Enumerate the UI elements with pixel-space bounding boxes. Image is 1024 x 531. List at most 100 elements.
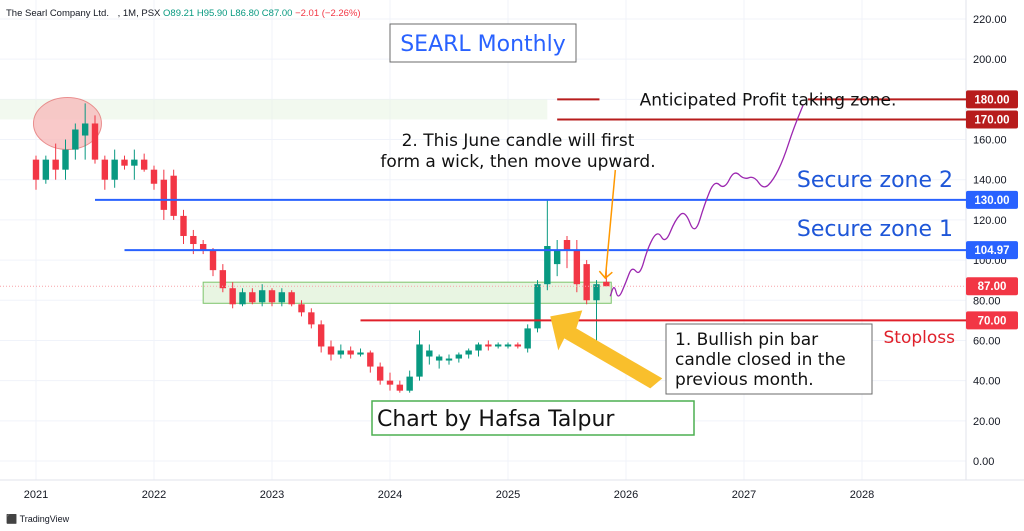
candle-body <box>465 350 472 355</box>
candle-body <box>317 324 325 347</box>
candle-body <box>475 344 482 351</box>
candle-body <box>72 129 79 150</box>
candle-body <box>308 312 315 325</box>
june-arrow-shaft <box>604 169 617 279</box>
title-box-frame <box>389 23 577 63</box>
price-tick-label: 200.00 <box>973 54 1007 66</box>
candle-body <box>209 250 217 271</box>
price-tag-bg <box>966 311 1018 330</box>
candle-body <box>140 159 148 170</box>
price-tag-bg <box>966 90 1018 109</box>
price-tick-label: 60.00 <box>973 335 1001 347</box>
price-tag-104-97[interactable]: 104.97 <box>966 241 1018 260</box>
candle-body <box>298 304 305 313</box>
profit-zone-band <box>0 99 548 120</box>
candle-body <box>593 284 600 301</box>
price-tag-text: 70.00 <box>978 315 1007 327</box>
chart-title-box: SEARL Monthly <box>389 23 577 63</box>
price-tag-130-00[interactable]: 130.00 <box>966 190 1018 209</box>
price-tick-label: 0.00 <box>973 456 994 468</box>
stoploss-label: Stoploss <box>884 328 956 348</box>
candle-body <box>347 350 354 355</box>
price-tag-bg <box>966 190 1018 209</box>
time-tick-label: 2028 <box>850 489 874 501</box>
chart-zones <box>0 96 612 304</box>
candle-body <box>91 123 99 160</box>
candle-body <box>504 344 512 347</box>
price-tag-170-00[interactable]: 170.00 <box>966 110 1018 129</box>
credit-box: Chart by Hafsa Talpur <box>371 400 695 436</box>
symbol-name[interactable]: The Searl Company Ltd. <box>6 8 109 19</box>
june-note-line: 2. This June candle will first <box>402 131 635 151</box>
price-tag-bg <box>966 277 1018 296</box>
profit-zone-label: Anticipated Profit taking zone. <box>640 90 897 110</box>
candle-body <box>62 149 69 170</box>
price-tag-87-00[interactable]: 87.00 <box>966 277 1018 296</box>
candle-body <box>170 175 177 216</box>
price-tag-bg <box>966 110 1018 129</box>
chart-title: SEARL Monthly <box>400 32 566 57</box>
june-note-line: form a wick, then move upward. <box>380 152 655 172</box>
price-tick-label: 40.00 <box>973 376 1001 388</box>
pinbar-arrow <box>550 310 663 389</box>
secure-zone-1-label: Secure zone 1 <box>797 217 953 242</box>
price-tag-text: 180.00 <box>974 94 1009 106</box>
june-arrow-head <box>598 270 613 280</box>
credit-text: Chart by Hafsa Talpur <box>377 407 615 432</box>
credit-frame <box>371 400 695 436</box>
price-tick-label: 160.00 <box>973 135 1007 147</box>
price-change: −2.01 (−2.26%) <box>295 8 361 19</box>
level-lines <box>0 98 966 322</box>
candle-body <box>199 244 207 251</box>
time-tick-label: 2023 <box>260 489 284 501</box>
symbol-header: The Searl Company Ltd. , 1M, PSX O89.21 … <box>6 8 361 19</box>
candle-body <box>514 344 522 347</box>
price-tick-label: 20.00 <box>973 416 1001 428</box>
time-tick-label: 2024 <box>378 489 402 501</box>
candle-body <box>180 215 187 236</box>
candle-body <box>249 292 256 303</box>
price-tag-70-00[interactable]: 70.00 <box>966 311 1018 330</box>
price-tag-180-00[interactable]: 180.00 <box>966 90 1018 109</box>
chart-annotations: SEARL Monthly Secure zone 2 Secure zone 1 S… <box>371 23 956 436</box>
candle-series <box>32 103 610 393</box>
candle-body <box>81 123 89 136</box>
candle-body <box>494 344 502 347</box>
candle-body <box>603 281 610 287</box>
candle-body <box>111 159 118 180</box>
candle-body <box>278 292 286 303</box>
secure-zone-2-label: Secure zone 2 <box>797 168 953 193</box>
candle-body <box>190 235 197 245</box>
candle-body <box>544 246 551 285</box>
tradingview-brand: TradingView <box>19 514 70 524</box>
chart-grid <box>0 0 1024 481</box>
price-axis[interactable]: 0.0020.0040.0060.0080.00100.00120.00140.… <box>966 14 1018 468</box>
price-tick-label: 80.00 <box>973 295 1001 307</box>
candle-body <box>563 240 571 251</box>
price-tick-label: 120.00 <box>973 215 1007 227</box>
time-axis[interactable]: 2021 2022 2023 2024 2025 2026 2027 2028 <box>24 489 874 501</box>
top-highlight-circle <box>32 96 102 150</box>
tradingview-logo-icon: ⬛ <box>6 514 18 524</box>
candle-body <box>406 376 413 391</box>
candle-body <box>288 292 295 305</box>
candle-body <box>367 352 374 367</box>
candle-body <box>455 354 463 359</box>
candle-body <box>131 159 138 166</box>
time-tick-label: 2026 <box>614 489 638 501</box>
candle-body <box>524 328 531 349</box>
price-tag-text: 87.00 <box>978 281 1007 293</box>
candle-body <box>337 350 345 355</box>
tradingview-footer[interactable]: ⬛ TradingView <box>6 514 69 525</box>
pinbar-note-line: candle closed in the <box>675 350 846 370</box>
candle-body <box>573 250 581 285</box>
candle-body <box>376 366 384 381</box>
candle-body <box>396 384 404 391</box>
candle-body <box>101 159 109 180</box>
pinbar-note-frame <box>665 323 873 395</box>
pinbar-note-line: 1. Bullish pin bar <box>675 330 818 350</box>
candle-body <box>386 380 394 385</box>
candle-body <box>52 159 59 170</box>
